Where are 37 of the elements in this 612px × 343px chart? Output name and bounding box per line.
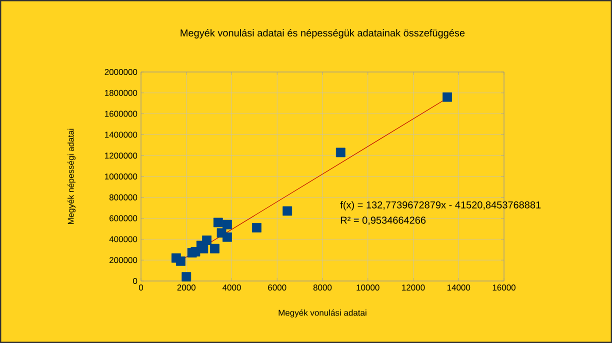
point xyxy=(202,236,212,245)
point xyxy=(222,232,232,242)
y-tick-label: 1600000 xyxy=(105,110,138,117)
x-tick-label: 6000 xyxy=(268,284,286,291)
point xyxy=(442,92,452,102)
y-tick-label: 1000000 xyxy=(105,173,138,180)
annotation: R² = 0,9534664266 xyxy=(340,216,426,225)
point xyxy=(176,256,186,266)
x-tick-label: 0 xyxy=(138,284,144,291)
y-tick-label: 1400000 xyxy=(105,132,138,138)
y-tick-label: 2000000 xyxy=(104,68,138,76)
y-tick-label: 600000 xyxy=(110,215,138,222)
point xyxy=(182,272,192,282)
point xyxy=(282,206,292,216)
x-tick-label: 4000 xyxy=(222,284,241,291)
y-axis-title: Megyék népességi adatai xyxy=(67,128,76,224)
point xyxy=(213,218,223,228)
point xyxy=(222,220,232,230)
y-tick-label: 1800000 xyxy=(105,90,138,96)
x-tick-label: 12000 xyxy=(402,284,425,291)
x-tick-label: 10000 xyxy=(356,284,380,291)
y-tick-label: 200000 xyxy=(110,257,138,264)
x-tick-label: 8000 xyxy=(313,284,332,291)
chart-title: Megyék vonulási adatai és népességük adatainak összefüggése xyxy=(180,29,465,38)
point xyxy=(252,223,262,232)
point xyxy=(198,244,208,254)
point xyxy=(210,244,220,254)
x-tick-label: 14000 xyxy=(447,284,470,291)
annotation: f(x) = 132,7739672879x - 41520,8453768881 xyxy=(340,201,541,210)
x-tick-label: 2000 xyxy=(177,284,196,291)
y-tick-label: 800000 xyxy=(109,194,138,200)
y-tick-label: 1200000 xyxy=(105,152,138,159)
y-tick-label: 400000 xyxy=(109,236,138,242)
point xyxy=(336,148,346,158)
x-axis-title: Megyék vonulási adatai xyxy=(278,309,366,318)
y-tick-label: 0 xyxy=(133,278,138,284)
x-tick-label: 16000 xyxy=(492,284,516,291)
